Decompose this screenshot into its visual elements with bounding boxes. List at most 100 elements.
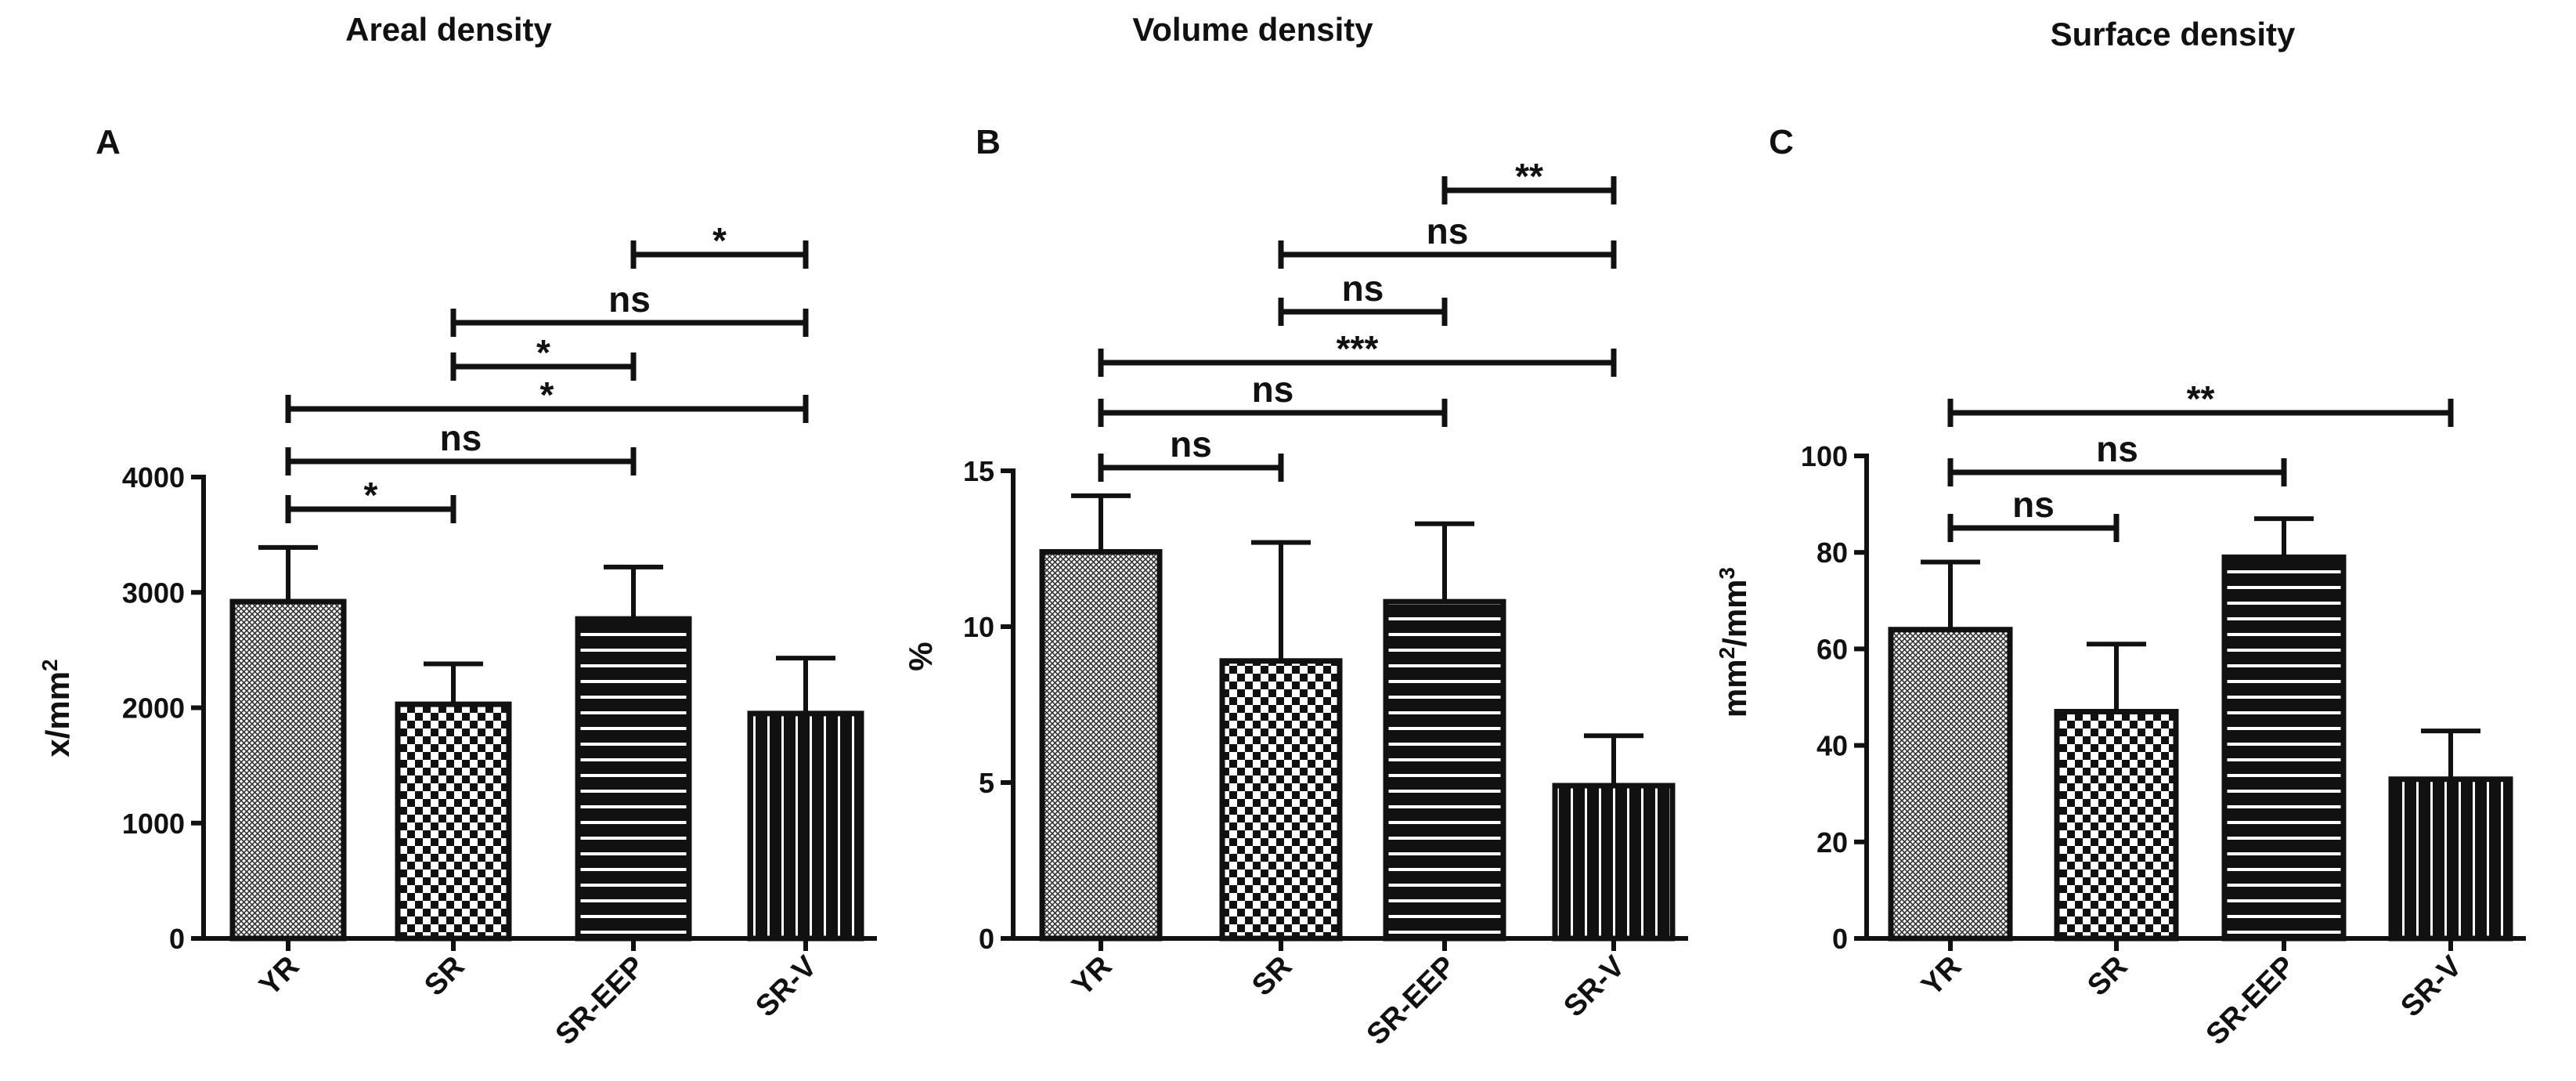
y-axis-label-part: % <box>902 642 939 671</box>
significance-label: ns <box>1342 268 1384 309</box>
significance-label: ns <box>1252 369 1294 410</box>
bar-sr-v <box>1552 783 1676 942</box>
significance-bracket: ns <box>285 418 637 475</box>
significance-label: *** <box>1337 328 1379 369</box>
bar-sr <box>395 701 512 942</box>
x-category-label: YR <box>253 950 305 1003</box>
x-category-label: SR <box>2081 950 2134 1003</box>
y-tick-label: 10 <box>963 611 994 643</box>
y-axis-label: % <box>902 642 939 671</box>
x-category-label: YR <box>1915 950 1968 1003</box>
panel-label: B <box>976 123 1001 161</box>
bracket-line <box>285 495 456 523</box>
bar-sr-eep <box>2221 554 2347 942</box>
significance-bracket: ns <box>1098 424 1284 482</box>
y-tick-label: 4000 <box>122 461 185 494</box>
significance-label: * <box>713 220 727 261</box>
x-category-label: SR-EEP <box>2200 950 2302 1052</box>
significance-label: ** <box>1515 156 1543 197</box>
x-category-label: SR-V <box>1557 949 1631 1023</box>
y-axis-label: x/mm2 <box>38 659 77 757</box>
bracket-line <box>1947 458 2287 486</box>
y-axis-label-part: mm <box>1716 659 1753 718</box>
significance-bracket: ** <box>1441 156 1617 204</box>
significance-label: ns <box>440 418 482 458</box>
significance-bracket: ns <box>1947 428 2287 486</box>
significance-bracket: ns <box>1278 268 1448 326</box>
bar-sr-eep <box>575 616 692 942</box>
x-category-label: SR <box>1246 950 1298 1003</box>
significance-label: ns <box>608 279 651 320</box>
y-axis-label: mm2/mm3 <box>1715 567 1754 718</box>
x-category-label: SR <box>418 950 471 1003</box>
y-axis-label-sup: 3 <box>1715 567 1739 580</box>
x-category-label: SR-V <box>2394 949 2468 1023</box>
x-category-label: SR-EEP <box>550 950 651 1052</box>
bracket-line <box>285 447 637 475</box>
y-tick-label: 15 <box>963 455 994 487</box>
bracket-line <box>285 395 809 423</box>
significance-bracket: * <box>450 332 637 381</box>
significance-bracket: ns <box>1098 369 1448 427</box>
bracket-line <box>1098 454 1284 482</box>
bar-sr <box>1219 658 1343 942</box>
significance-bracket: ** <box>1947 378 2454 427</box>
significance-bracket: ns <box>1278 211 1617 269</box>
y-tick-label: 20 <box>1817 826 1848 859</box>
bracket-line <box>1278 240 1617 269</box>
x-category-label: YR <box>1066 950 1118 1003</box>
y-axis-label-part: x/mm <box>39 671 76 757</box>
y-axis-label-sup: 2 <box>1715 647 1739 660</box>
bracket-line <box>1441 176 1617 204</box>
bracket-line <box>450 352 637 381</box>
x-category-label: SR-V <box>749 949 823 1023</box>
y-axis-label-sup: 2 <box>38 659 62 671</box>
significance-label: ** <box>2187 378 2215 419</box>
significance-label: * <box>540 374 554 415</box>
y-tick-label: 80 <box>1817 537 1848 569</box>
significance-bracket: ns <box>1947 484 2120 542</box>
significance-label: * <box>536 332 550 373</box>
significance-label: ns <box>2096 428 2138 469</box>
significance-label: ns <box>1170 424 1212 465</box>
bar-yr <box>229 598 347 942</box>
y-tick-label: 100 <box>1801 440 1848 472</box>
chart-panel-a: Areal density Ax/mm2 0 1000 2000 3000 4000 YR SR… <box>38 11 877 1052</box>
bar-yr <box>1888 627 2013 942</box>
y-axis-label-part: /mm <box>1716 579 1753 646</box>
panel-label: A <box>96 123 121 161</box>
y-tick-label: 3000 <box>122 577 185 609</box>
y-tick-label: 0 <box>979 923 994 955</box>
significance-bracket: *** <box>1098 328 1617 377</box>
significance-label: ns <box>2012 484 2055 525</box>
y-tick-label: 5 <box>979 767 994 799</box>
panel-label: C <box>1769 123 1794 161</box>
significance-bracket: * <box>630 220 809 269</box>
bracket-line <box>1278 298 1448 326</box>
bar-yr <box>1039 548 1163 942</box>
significance-label: * <box>364 475 378 515</box>
bar-sr-v <box>747 710 864 942</box>
bracket-line <box>1098 349 1617 377</box>
bracket-line <box>630 240 809 269</box>
bracket-line <box>1947 514 2120 542</box>
bracket-line <box>1947 399 2454 427</box>
y-tick-label: 40 <box>1817 730 1848 762</box>
bracket-line <box>450 309 809 337</box>
bar-sr-eep <box>1383 598 1506 942</box>
x-category-label: SR-EEP <box>1361 950 1463 1052</box>
y-tick-label: 0 <box>169 923 185 955</box>
bar-sr <box>2054 708 2179 942</box>
significance-label: ns <box>1427 211 1469 251</box>
y-tick-label: 60 <box>1817 633 1848 665</box>
chart-title: Surface density <box>2051 16 2296 52</box>
y-tick-label: 1000 <box>122 808 185 840</box>
chart-title: Volume density <box>1132 11 1373 48</box>
chart-title: Areal density <box>345 11 552 48</box>
y-tick-label: 2000 <box>122 692 185 725</box>
bracket-line <box>1098 399 1448 427</box>
significance-bracket: ns <box>450 279 809 337</box>
